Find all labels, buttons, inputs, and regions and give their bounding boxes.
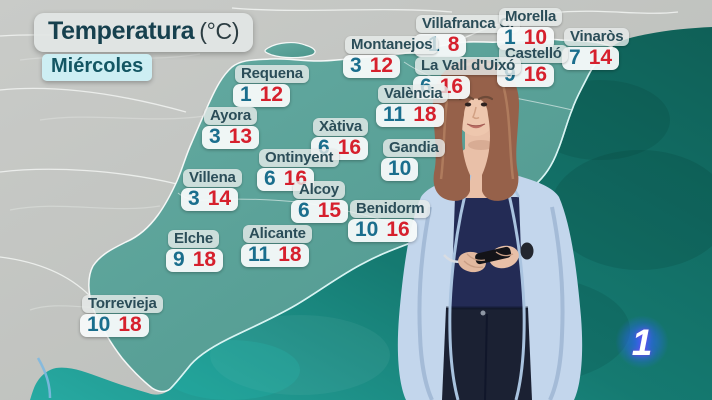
city-temps: 9 18 <box>166 248 224 272</box>
title-pill: Temperatura (°C) <box>34 13 254 52</box>
city-label: Vinaròs 7 14 <box>562 28 630 70</box>
max-temp: 12 <box>259 83 284 106</box>
city-label: Alicante 11 18 <box>241 225 312 267</box>
max-temp: 16 <box>523 63 548 86</box>
city-name: Elche <box>168 230 220 248</box>
city-label: Benidorm 10 16 <box>348 200 431 242</box>
city-name: Xàtiva <box>313 118 368 136</box>
title-block: Temperatura (°C) Miércoles <box>34 13 254 81</box>
city-temps: 3 13 <box>202 125 260 149</box>
city-label: Morella 1 10 <box>497 8 563 50</box>
city-label: Requena 1 12 <box>233 65 309 107</box>
min-temp: 1 <box>240 83 252 106</box>
city-name: Morella <box>499 8 563 26</box>
min-temp: 10 <box>87 313 111 336</box>
city-name: Montanejos <box>345 36 439 54</box>
city-name: Torrevieja <box>82 295 163 313</box>
city-temps: 6 15 <box>291 199 349 223</box>
city-label: Gandia 10 <box>381 139 445 181</box>
city-temps: 1 10 <box>497 26 555 50</box>
city-temps: 1 12 <box>233 83 291 107</box>
max-temp: 14 <box>588 46 613 69</box>
city-label: Xàtiva 6 16 <box>311 118 369 160</box>
city-name: Alicante <box>243 225 312 243</box>
min-temp: 3 <box>350 54 362 77</box>
city-name: València <box>378 85 449 103</box>
min-temp: 11 <box>248 243 271 266</box>
min-temp: 7 <box>569 46 581 69</box>
weather-presenter <box>397 59 583 400</box>
city-name: La Vall d'Uixó <box>415 57 522 75</box>
city-temps: 7 14 <box>562 46 620 70</box>
city-name: Ontinyent <box>259 149 340 167</box>
max-temp: 13 <box>228 125 253 148</box>
city-temps: 11 18 <box>241 244 309 267</box>
city-label: València 11 18 <box>376 85 449 127</box>
city-label: Elche 9 18 <box>166 230 224 272</box>
channel-logo-la1: 1 <box>615 315 669 369</box>
city-name: Requena <box>235 65 309 83</box>
city-temps: 3 12 <box>343 54 401 78</box>
city-name: Benidorm <box>350 200 431 218</box>
max-temp: 14 <box>207 187 232 210</box>
min-temp: 11 <box>383 103 406 126</box>
temperature-unit: (°C) <box>199 18 240 44</box>
city-name: Villafranca C. <box>416 15 520 33</box>
terrain-relief-lines <box>9 53 206 311</box>
page-title: Temperatura <box>48 17 195 45</box>
city-label: Montanejos 3 12 <box>343 36 439 78</box>
city-label: Villena 3 14 <box>181 169 242 211</box>
ademuz-exclave <box>264 42 316 59</box>
min-temp: 10 <box>388 157 412 180</box>
city-label: Torrevieja 10 18 <box>80 295 163 337</box>
city-name: Alcoy <box>293 181 345 199</box>
min-temp: 1 <box>504 26 516 49</box>
max-temp: 18 <box>192 248 217 271</box>
max-temp: 10 <box>523 26 548 49</box>
min-temp: 9 <box>173 248 185 271</box>
city-temps: 11 18 <box>376 104 444 127</box>
max-temp: 8 <box>447 33 460 56</box>
day-label: Miércoles <box>42 54 153 81</box>
city-name: Villena <box>183 169 242 187</box>
city-temps: 10 16 <box>348 219 417 242</box>
city-name: Vinaròs <box>564 28 630 46</box>
city-label: Ayora 3 13 <box>202 107 260 149</box>
min-temp: 10 <box>355 218 379 241</box>
city-label: Villafranca C. -18 <box>414 15 520 57</box>
city-name: Gandia <box>383 139 445 157</box>
city-temps: 10 18 <box>80 314 149 337</box>
max-temp: 18 <box>413 103 437 126</box>
min-temp: 6 <box>298 199 310 222</box>
city-name: Ayora <box>204 107 257 125</box>
max-temp: 16 <box>337 136 362 159</box>
city-temps: 3 14 <box>181 187 239 211</box>
max-temp: 15 <box>317 199 342 222</box>
min-temp: 6 <box>264 167 276 190</box>
watch <box>520 242 534 260</box>
min-temp: 3 <box>188 187 200 210</box>
max-temp: 12 <box>369 54 394 77</box>
min-temp: 3 <box>209 125 221 148</box>
city-label: Alcoy 6 15 <box>291 181 349 223</box>
min-temp: 6 <box>318 136 330 159</box>
city-temps: 10 <box>381 157 419 181</box>
max-temp: 16 <box>386 218 410 241</box>
river <box>36 357 52 399</box>
max-temp: 18 <box>118 313 142 336</box>
max-temp: 18 <box>278 243 302 266</box>
channel-logo-text: 1 <box>631 321 653 363</box>
